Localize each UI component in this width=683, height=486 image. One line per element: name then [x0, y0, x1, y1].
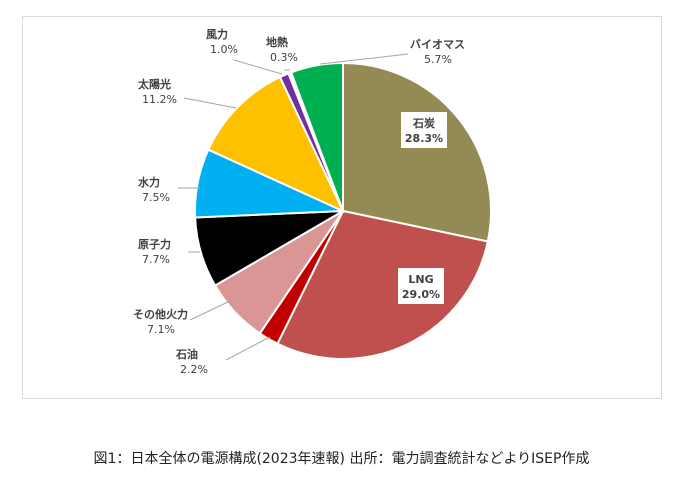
- leader-line-7: [233, 59, 283, 75]
- pie-slices: [194, 61, 492, 360]
- slice-value-0: 28.3%: [405, 132, 443, 145]
- slice-value-8: 0.3%: [270, 51, 298, 64]
- leader-line-9: [319, 53, 409, 65]
- slice-labels: 石炭 28.3% LNG 29.0% 石油 2.2% その他火力 7.1% 原子力 7.7% 水力 7…: [133, 27, 465, 376]
- slice-value-9: 5.7%: [424, 53, 452, 66]
- pie-chart: 石炭 28.3% LNG 29.0% 石油 2.2% その他火力 7.1% 原子力 7.7% 水力 7…: [133, 27, 492, 376]
- leader-line-2: [225, 336, 271, 361]
- pie-slice-1: [276, 209, 490, 360]
- slice-value-2: 2.2%: [180, 363, 208, 376]
- pie-slice-6: [206, 75, 346, 214]
- slice-value-7: 1.0%: [210, 43, 238, 56]
- slice-value-3: 7.1%: [147, 323, 175, 336]
- slice-label-9: バイオマス: [410, 38, 465, 51]
- slice-value-4: 7.7%: [142, 253, 170, 266]
- slice-label-0: 石炭: [412, 116, 435, 130]
- leader-line-6: [183, 97, 237, 109]
- slice-label-2: 石油: [175, 347, 198, 361]
- leader-line-3: [189, 299, 233, 321]
- pie-slice-9: [289, 61, 344, 212]
- slice-value-1: 29.0%: [402, 288, 440, 301]
- slice-label-3: その他火力: [133, 307, 188, 321]
- slice-value-6: 11.2%: [142, 93, 177, 106]
- pie-slice-0: [342, 61, 492, 243]
- slice-label-7: 風力: [206, 27, 228, 41]
- figure-caption: 図1：日本全体の電源構成(2023年速報) 出所：電力調査統計などよりISEP作…: [93, 451, 590, 467]
- slice-label-4: 原子力: [138, 237, 171, 251]
- leader-lines: [178, 53, 409, 361]
- slice-label-1: LNG: [408, 273, 433, 286]
- slice-label-8: 地熱: [266, 35, 288, 49]
- slice-value-5: 7.5%: [142, 191, 170, 204]
- slice-label-6: 太陽光: [137, 77, 171, 91]
- slice-label-box-1: [398, 268, 444, 304]
- slice-label-box-0: [401, 112, 447, 148]
- slice-label-5: 水力: [138, 175, 160, 189]
